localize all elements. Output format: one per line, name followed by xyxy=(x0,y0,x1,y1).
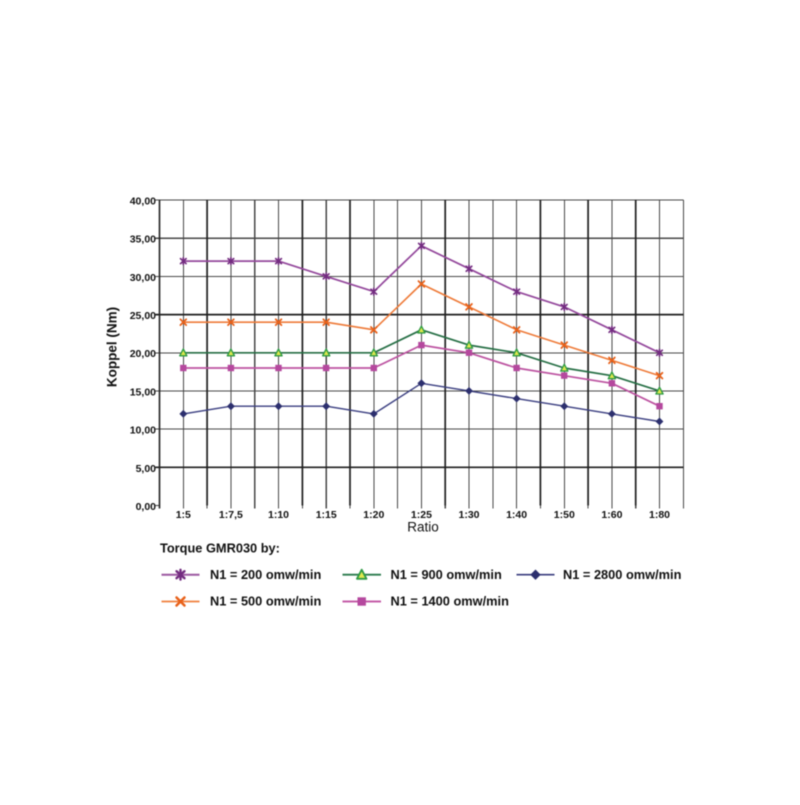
svg-text:40,00: 40,00 xyxy=(130,196,156,208)
svg-text:30,00: 30,00 xyxy=(130,272,156,284)
svg-text:N1 = 500 omw/min: N1 = 500 omw/min xyxy=(210,594,321,609)
svg-text:1:20: 1:20 xyxy=(363,509,384,521)
svg-text:20,00: 20,00 xyxy=(130,348,156,360)
svg-text:1:30: 1:30 xyxy=(458,509,479,521)
svg-text:1:25: 1:25 xyxy=(411,509,432,521)
svg-text:N1 = 1400 omw/min: N1 = 1400 omw/min xyxy=(391,594,510,609)
svg-text:1:10: 1:10 xyxy=(268,509,289,521)
svg-text:N1 = 2800 omw/min: N1 = 2800 omw/min xyxy=(563,567,682,582)
svg-text:N1 = 200 omw/min: N1 = 200 omw/min xyxy=(210,567,321,582)
svg-text:1:5: 1:5 xyxy=(176,509,191,521)
svg-text:35,00: 35,00 xyxy=(130,234,156,246)
svg-text:15,00: 15,00 xyxy=(130,386,156,398)
svg-text:25,00: 25,00 xyxy=(130,310,156,322)
svg-text:5,00: 5,00 xyxy=(136,463,157,475)
svg-text:1:7,5: 1:7,5 xyxy=(219,509,243,521)
svg-text:1:60: 1:60 xyxy=(601,509,622,521)
svg-text:1:15: 1:15 xyxy=(316,509,337,521)
svg-text:1:80: 1:80 xyxy=(649,509,670,521)
svg-text:Torque GMR030 by:: Torque GMR030 by: xyxy=(160,541,280,556)
svg-text:Koppel (Nm): Koppel (Nm) xyxy=(105,307,120,387)
svg-text:N1 = 900 omw/min: N1 = 900 omw/min xyxy=(391,567,502,582)
svg-text:1:50: 1:50 xyxy=(554,509,575,521)
svg-text:Ratio: Ratio xyxy=(407,520,439,535)
svg-text:1:40: 1:40 xyxy=(506,509,527,521)
svg-text:10,00: 10,00 xyxy=(130,425,156,437)
svg-text:0,00: 0,00 xyxy=(136,501,157,513)
